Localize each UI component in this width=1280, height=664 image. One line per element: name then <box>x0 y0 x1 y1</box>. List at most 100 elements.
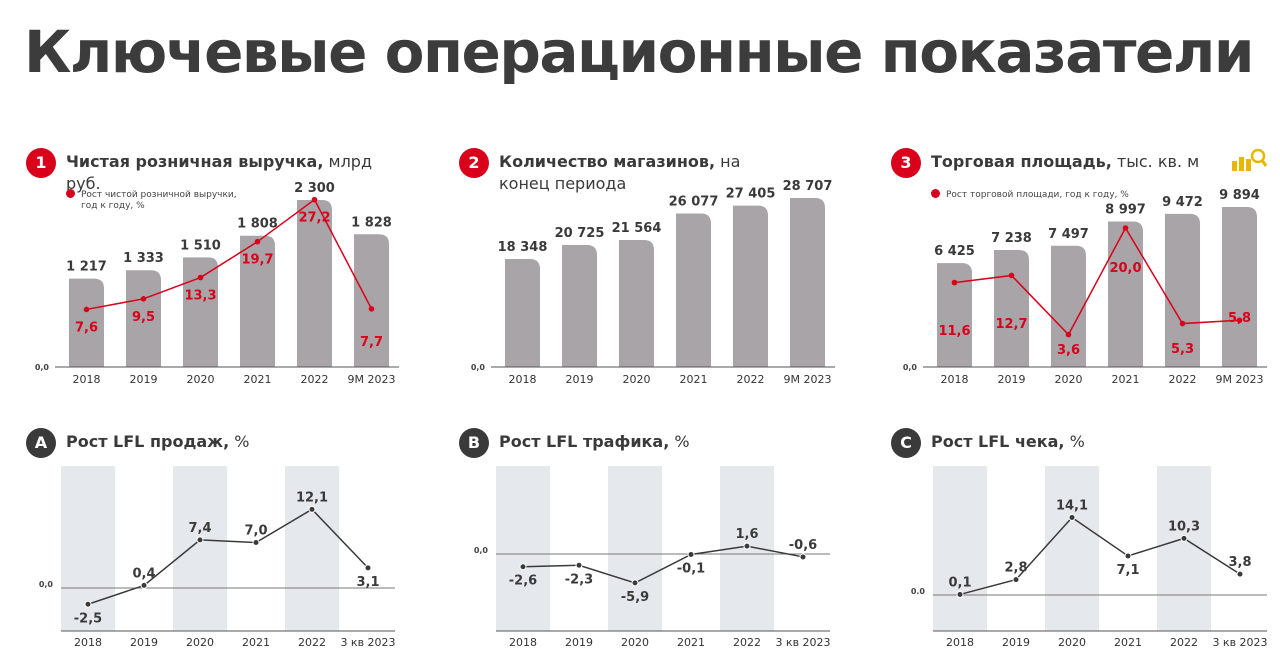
panel-badge: A <box>26 428 56 458</box>
x-tick-label: 2021 <box>242 636 270 649</box>
bar <box>790 198 825 367</box>
bar <box>733 205 768 367</box>
x-tick-label: 2022 <box>733 636 761 649</box>
revenue-chart: 0,0 1 217 2018 1 333 2019 1 510 2020 1 808 2021 2… <box>35 181 399 386</box>
data-point <box>252 539 260 546</box>
data-label: 7,0 <box>244 524 267 539</box>
bar-value-label: 1 510 <box>180 238 221 253</box>
zero-tick-label: 0,0 <box>39 580 54 589</box>
growth-point <box>1065 331 1072 338</box>
growth-value-label: 3,6 <box>1057 343 1080 358</box>
x-tick-label: 3 кв 2023 <box>1212 636 1267 649</box>
x-tick-label: 2019 <box>565 636 593 649</box>
panel-title: Чистая розничная выручка, млрд руб. <box>66 151 396 195</box>
column-band <box>173 466 227 631</box>
data-label: 3,1 <box>356 575 379 590</box>
data-point <box>799 553 807 561</box>
growth-value-label: 7,7 <box>360 335 383 350</box>
zero-tick-label: 0,0 <box>35 363 50 372</box>
x-tick-label: 2018 <box>73 373 101 386</box>
zero-tick-label: 0,0 <box>474 546 489 555</box>
stores-panel: 2 Количество магазинов, на конец периода… <box>459 148 879 393</box>
bar-value-label: 9 472 <box>1162 195 1203 210</box>
data-point <box>308 505 316 513</box>
x-tick-label: 9M 2023 <box>348 373 396 386</box>
bar-value-label: 8 997 <box>1105 203 1146 218</box>
bar <box>505 258 540 367</box>
chart-legend: Рост торговой площади, год к году, % <box>931 189 1191 201</box>
panel-title-bold: Количество магазинов, <box>499 152 716 171</box>
x-tick-label: 2020 <box>621 636 649 649</box>
lfl-check-panel: C Рост LFL чека, % 0.0 0,1 2018 2,8 2019 14,1… <box>891 428 1271 664</box>
data-label: 2,8 <box>1004 561 1027 576</box>
x-tick-label: 2018 <box>946 636 974 649</box>
x-tick-label: 2019 <box>998 373 1026 386</box>
area-chart: 0,0 6 425 2018 7 238 2019 7 497 2020 8 997 2021 9… <box>903 188 1267 386</box>
coins-magnifier-icon <box>1232 148 1268 171</box>
data-label: 7,4 <box>188 521 211 536</box>
data-point <box>519 563 527 571</box>
panel-title-unit: на конец периода <box>499 152 741 193</box>
column-band <box>933 466 987 631</box>
lfl-sales-panel: A Рост LFL продаж, % 0,0 -2,5 2018 0,4 2019 7… <box>26 428 446 664</box>
growth-point <box>254 238 261 245</box>
data-point <box>1180 534 1188 542</box>
bar <box>1108 221 1143 367</box>
x-tick-label: 2019 <box>1002 636 1030 649</box>
x-tick-label: 2020 <box>623 373 651 386</box>
chart-legend: Рост чистой розничной выручки, год к год… <box>66 189 326 212</box>
growth-point <box>311 196 318 203</box>
bar <box>240 235 275 367</box>
x-tick-label: 2021 <box>677 636 705 649</box>
panel-title: Рост LFL чека, % <box>931 431 1261 453</box>
lfl-check-chart: 0.0 0,1 2018 2,8 2019 14,1 2020 7,1 2021 10,3 2022… <box>911 466 1268 649</box>
data-point <box>140 581 148 589</box>
bar <box>619 240 654 367</box>
data-label: 0,4 <box>132 566 155 581</box>
bar-value-label: 1 217 <box>66 260 107 275</box>
x-tick-label: 2020 <box>187 373 215 386</box>
bar-value-label: 27 405 <box>726 187 776 202</box>
bar-value-label: 1 808 <box>237 217 278 232</box>
data-label: -0,6 <box>789 538 817 553</box>
column-band <box>1045 466 1099 631</box>
growth-value-label: 5,3 <box>1171 342 1194 357</box>
data-label: -5,9 <box>621 590 649 605</box>
bar <box>562 244 597 367</box>
zero-tick-label: 0,0 <box>903 363 918 372</box>
bar-value-label: 1 333 <box>123 251 164 266</box>
growth-point <box>1008 272 1015 279</box>
bar-value-label: 2 300 <box>294 181 335 196</box>
lfl-traffic-chart: 0,0 -2,6 2018 -2,3 2019 -5,9 2020 -0,1 2021 1,6 20… <box>474 466 831 649</box>
data-point <box>687 550 695 558</box>
growth-value-label: 7,6 <box>75 320 98 335</box>
bar <box>1165 213 1200 367</box>
bar <box>126 270 161 367</box>
panel-title-unit: млрд руб. <box>66 152 373 193</box>
x-tick-label: 2022 <box>737 373 765 386</box>
bar-value-label: 26 077 <box>669 194 719 209</box>
panel-title-unit: тыс. кв. м <box>1111 152 1200 171</box>
data-label: 12,1 <box>296 490 328 505</box>
data-point <box>1124 552 1132 560</box>
growth-value-label: 9,5 <box>132 310 155 325</box>
x-tick-label: 2021 <box>244 373 272 386</box>
x-tick-label: 2022 <box>1170 636 1198 649</box>
panel-title-unit: % <box>669 432 690 451</box>
panel-badge: 1 <box>26 148 56 178</box>
bar-value-label: 7 238 <box>991 231 1032 246</box>
bar <box>937 263 972 367</box>
panel-title: Количество магазинов, на конец периода <box>499 151 769 195</box>
data-label: -0,1 <box>677 561 705 576</box>
data-point <box>1068 513 1076 521</box>
panel-badge: 2 <box>459 148 489 178</box>
bar <box>297 200 332 367</box>
legend-dot-icon <box>66 189 75 198</box>
panel-badge: B <box>459 428 489 458</box>
bar-value-label: 18 348 <box>498 240 548 255</box>
x-tick-label: 3 кв 2023 <box>340 636 395 649</box>
x-tick-label: 9M 2023 <box>1216 373 1264 386</box>
column-band <box>285 466 339 631</box>
growth-value-label: 27,2 <box>298 211 330 226</box>
data-label: 10,3 <box>1168 519 1200 534</box>
